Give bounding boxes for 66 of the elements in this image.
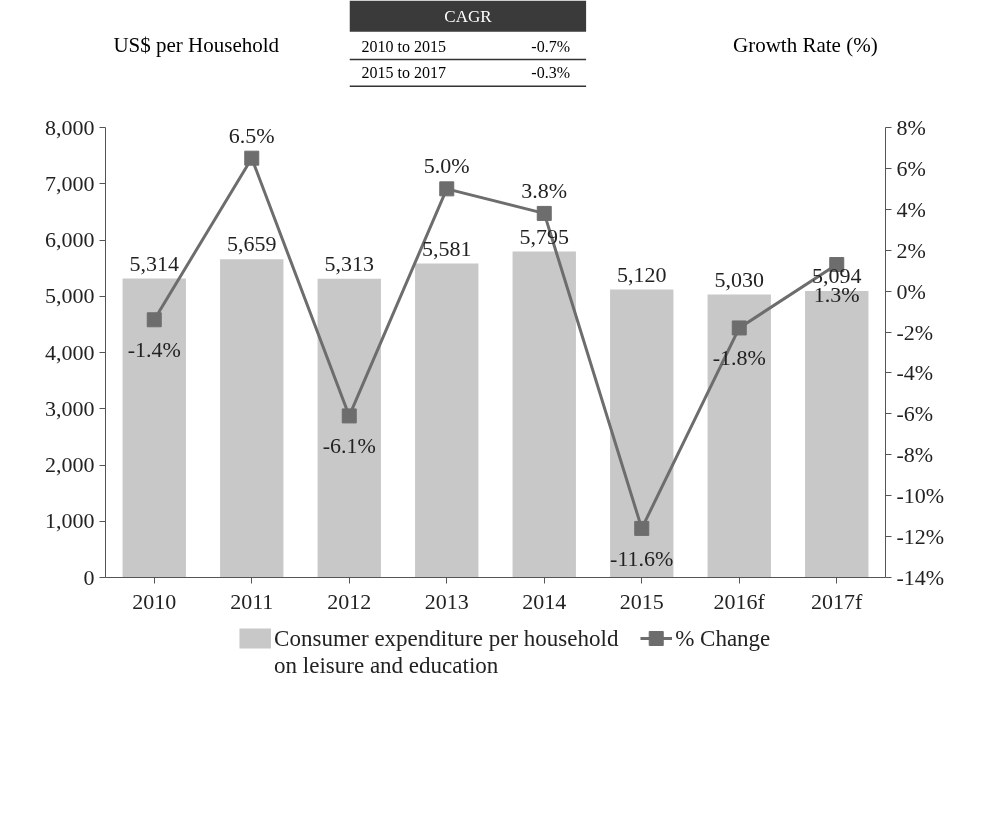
text: -0.3% [531, 64, 570, 82]
x-tick-label: 2017f [811, 588, 864, 614]
bar [512, 251, 576, 578]
data-label: 5,314 [129, 250, 179, 276]
bar [317, 278, 381, 578]
point [634, 520, 650, 536]
text: -0.7% [531, 37, 570, 55]
data-label: -6.1% [322, 433, 376, 459]
y-tick-label: 0 [83, 564, 95, 590]
data-label: 5,659 [227, 231, 277, 257]
bar [415, 263, 479, 578]
y2-tick-label: 6% [896, 155, 926, 181]
y-tick-label: 5,000 [45, 283, 95, 309]
data-label: -1.8% [712, 345, 766, 371]
x-tick-label: 2013 [424, 588, 469, 614]
point [146, 312, 162, 328]
text: CAGR [444, 6, 493, 26]
data-label: 5.0% [423, 153, 470, 179]
y2-tick-label: -14% [896, 565, 945, 590]
text: 2010 to 2015 [361, 37, 447, 55]
y2-tick-label: -10% [896, 483, 945, 509]
y2-tick-label: 2% [896, 237, 926, 263]
point [244, 150, 260, 166]
y-tick-label: 6,000 [45, 227, 95, 252]
bar [122, 278, 186, 578]
data-label: 5,313 [324, 250, 374, 276]
x-tick-label: 2014 [522, 588, 567, 614]
bar [805, 290, 869, 578]
bar [220, 259, 284, 578]
point [731, 320, 747, 336]
y-tick-label: 1,000 [45, 508, 95, 534]
y2-tick-label: 0% [896, 278, 926, 304]
legend-label: % Change [675, 626, 771, 651]
y-tick-label: 7,000 [45, 170, 95, 196]
y2-tick-label: -6% [896, 401, 934, 427]
point [341, 408, 357, 424]
y2-tick-label: 4% [896, 196, 926, 222]
text: 2015 to 2017 [361, 64, 447, 82]
y-axis-title: US$ per Household [113, 33, 280, 58]
x-tick-label: 2011 [230, 588, 274, 614]
y-tick-label: 2,000 [45, 452, 95, 477]
point [536, 205, 552, 221]
data-label: 5,030 [714, 266, 764, 292]
x-tick-label: 2015 [619, 588, 664, 614]
point [439, 181, 455, 197]
data-label: -1.4% [127, 337, 181, 363]
y-tick-label: 4,000 [45, 339, 95, 365]
data-label: 3.8% [521, 177, 568, 203]
y-tick-label: 3,000 [45, 395, 95, 421]
y-tick-label: 8,000 [45, 114, 95, 140]
y2-tick-label: -12% [896, 524, 945, 550]
x-tick-label: 2016f [713, 588, 766, 614]
x-tick-label: 2010 [132, 588, 177, 614]
y2-tick-label: -8% [896, 442, 934, 468]
bar [610, 289, 674, 578]
data-label: -11.6% [610, 545, 674, 571]
y2-tick-label: 8% [896, 115, 926, 140]
data-label: 6.5% [228, 122, 275, 148]
legend-label: Consumer expenditure per household on leisure and education [274, 626, 619, 678]
y2-axis-title: Growth Rate (%) [733, 33, 878, 58]
data-label: 5,581 [422, 235, 472, 261]
y2-tick-label: -4% [896, 360, 934, 386]
x-tick-label: 2012 [327, 588, 372, 614]
y2-tick-label: -2% [896, 319, 934, 345]
data-label: 5,120 [617, 261, 667, 287]
bar [707, 294, 771, 578]
